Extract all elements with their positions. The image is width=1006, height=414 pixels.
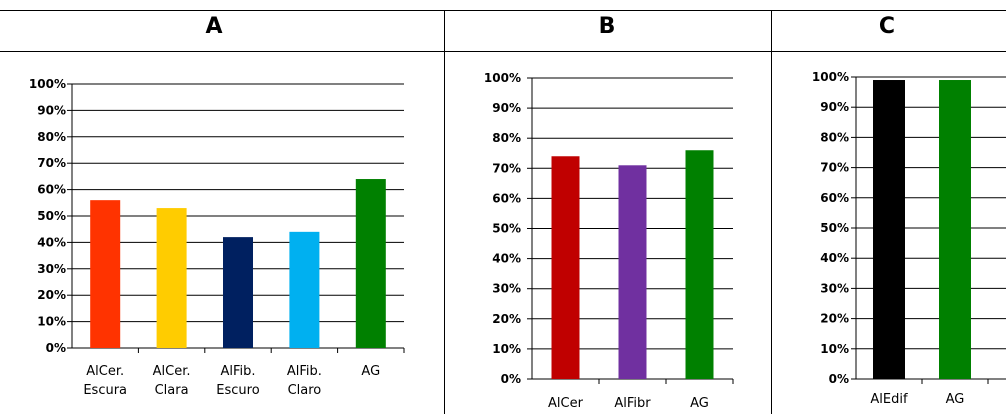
chart-a-bar [90, 200, 121, 348]
chart-a-bar [156, 208, 187, 348]
chart-c-ytick-label: 50% [820, 221, 849, 235]
chart-b-ytick-label: 0% [501, 372, 521, 386]
chart-c-ytick-label: 30% [820, 281, 849, 295]
chart-b-ytick-label: 60% [492, 191, 521, 205]
chart-a-category-label: AlFib. [287, 364, 322, 379]
chart-b-ytick-label: 20% [492, 312, 521, 326]
chart-a-ytick-label: 100% [29, 77, 66, 91]
chart-c-bar [873, 80, 905, 380]
chart-b-ytick-label: 30% [492, 282, 521, 296]
chart-a-ytick-label: 90% [37, 103, 66, 117]
chart-b-ytick-label: 10% [492, 342, 521, 356]
divider-b-c [771, 10, 772, 414]
chart-a-category-label: AG [361, 364, 380, 379]
chart-a-category-label: Escuro [216, 383, 259, 398]
chart-a-category-label: Escura [83, 383, 127, 398]
chart-c-ytick-label: 100% [812, 70, 849, 84]
panel-b-title: B [598, 14, 616, 39]
chart-a-ytick-label: 20% [37, 288, 66, 302]
top-border [0, 10, 1006, 11]
chart-b-category-label: AlCer [548, 396, 584, 411]
chart-a-ytick-label: 40% [37, 235, 66, 249]
chart-b-ytick-label: 90% [492, 101, 521, 115]
chart-b-category-label: AG [690, 396, 709, 411]
chart-b-category-label: AlFibr [614, 396, 651, 411]
chart-c-ytick-label: 40% [820, 251, 849, 265]
chart-a-ytick-label: 70% [37, 156, 66, 170]
divider-a-b [444, 10, 445, 414]
chart-a-ytick-label: 50% [37, 209, 66, 223]
chart-c-ytick-label: 90% [820, 100, 849, 114]
chart-b-bar [685, 150, 714, 379]
panel-a-title: A [205, 14, 223, 39]
chart-a-category-label: AlCer. [153, 364, 191, 379]
chart-a-category-label: AlCer. [86, 364, 124, 379]
chart-a-ytick-label: 80% [37, 130, 66, 144]
chart-b-ytick-label: 40% [492, 252, 521, 266]
chart-a-ytick-label: 60% [37, 183, 66, 197]
chart-b-bar [618, 165, 647, 379]
header-divider [0, 51, 1006, 52]
chart-b-ytick-label: 100% [484, 71, 521, 85]
chart-c-ytick-label: 80% [820, 130, 849, 144]
chart-c-category-label: AlEdif [870, 392, 908, 407]
chart-c-ytick-label: 0% [829, 372, 849, 386]
chart-b-ytick-label: 80% [492, 131, 521, 145]
chart-a-ytick-label: 10% [37, 315, 66, 329]
chart-c-category-label: AG [946, 392, 965, 407]
chart-c-ytick-label: 70% [820, 161, 849, 175]
chart-a-ytick-label: 0% [46, 341, 66, 355]
chart-b-ytick-label: 70% [492, 161, 521, 175]
chart-b-ytick-label: 50% [492, 222, 521, 236]
chart-a-bar [223, 237, 253, 348]
chart-a-category-label: AlFib. [220, 364, 255, 379]
chart-a-category-label: Claro [288, 383, 322, 398]
panel-c-title: C [878, 14, 896, 39]
chart-c-bar [939, 80, 971, 380]
chart-c-ytick-label: 60% [820, 191, 849, 205]
chart-c-ytick-label: 20% [820, 312, 849, 326]
chart-b-bar [551, 156, 580, 379]
chart-a-bar [355, 179, 386, 348]
chart-c-ytick-label: 10% [820, 342, 849, 356]
chart-a-category-label: Clara [155, 383, 189, 398]
chart-a-bar [289, 231, 320, 348]
chart-a-ytick-label: 30% [37, 262, 66, 276]
